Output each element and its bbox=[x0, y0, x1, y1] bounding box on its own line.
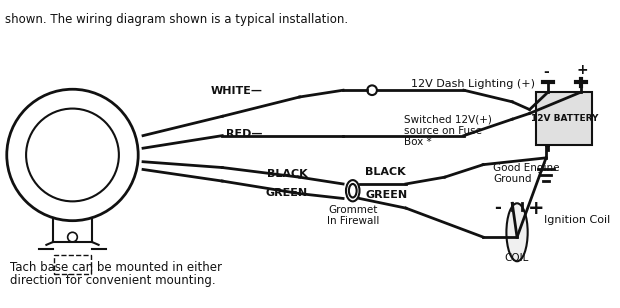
FancyBboxPatch shape bbox=[536, 92, 593, 145]
Text: Good Engine: Good Engine bbox=[493, 163, 559, 172]
Text: GREEN: GREEN bbox=[265, 188, 308, 198]
Text: BLACK: BLACK bbox=[365, 167, 406, 177]
Text: Grommet: Grommet bbox=[328, 205, 378, 215]
Text: WHITE—: WHITE— bbox=[211, 86, 263, 96]
Text: -: - bbox=[543, 65, 549, 79]
Text: Ground: Ground bbox=[493, 174, 531, 184]
Text: 12V Dash Lighting (+): 12V Dash Lighting (+) bbox=[410, 79, 534, 89]
Text: GREEN: GREEN bbox=[365, 190, 407, 200]
Text: -: - bbox=[494, 199, 501, 217]
Text: +: + bbox=[577, 63, 588, 77]
Text: RED—: RED— bbox=[226, 129, 263, 139]
Text: COIL: COIL bbox=[505, 253, 529, 263]
Text: 12V BATTERY: 12V BATTERY bbox=[531, 114, 598, 123]
Text: Box *: Box * bbox=[404, 137, 432, 148]
Text: Ignition Coil: Ignition Coil bbox=[544, 215, 610, 225]
Text: direction for convenient mounting.: direction for convenient mounting. bbox=[10, 274, 215, 287]
Text: Switched 12V(+): Switched 12V(+) bbox=[404, 114, 492, 124]
Text: shown. The wiring diagram shown is a typical installation.: shown. The wiring diagram shown is a typ… bbox=[5, 13, 348, 26]
Text: Tach base can be mounted in either: Tach base can be mounted in either bbox=[10, 261, 222, 274]
Text: source on Fuse: source on Fuse bbox=[404, 126, 482, 136]
Text: +: + bbox=[528, 199, 544, 218]
Text: BLACK: BLACK bbox=[267, 169, 308, 179]
Text: In Firewall: In Firewall bbox=[327, 216, 379, 226]
Ellipse shape bbox=[507, 203, 528, 261]
